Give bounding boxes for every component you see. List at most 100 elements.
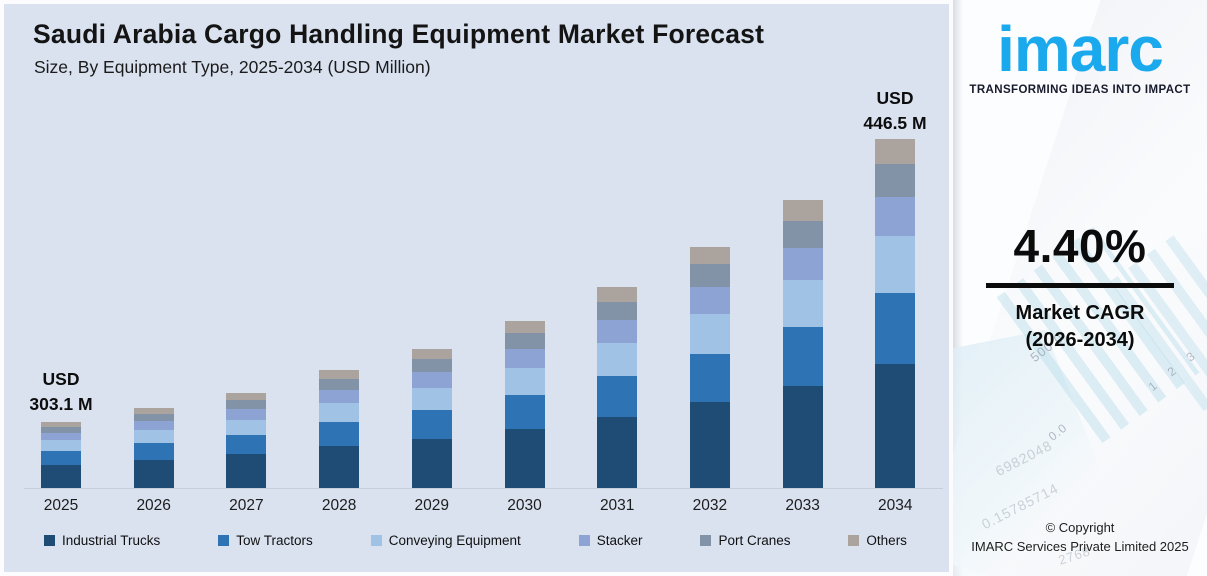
legend-label-tow-tractors: Tow Tractors: [236, 532, 313, 548]
bar-segment-conveying-equipment-2025: [41, 440, 81, 452]
bar-segment-industrial-trucks-2030: [504, 428, 545, 488]
x-axis-label-2034: 2034: [878, 497, 913, 514]
chart-section: Saudi Arabia Cargo Handling Equipment Ma…: [0, 0, 953, 576]
legend-swatch-tow-tractors: [218, 534, 230, 546]
legend-label-others: Others: [866, 532, 907, 548]
watermark-number: 6982048: [992, 436, 1055, 480]
legend-label-conveying-equipment: Conveying Equipment: [388, 532, 521, 548]
bar-segment-tow-tractors-2026: [133, 443, 174, 460]
bar-segment-port-cranes-2030: [504, 333, 545, 349]
legend-label-industrial-trucks: Industrial Trucks: [62, 532, 161, 548]
bar-segment-conveying-equipment-2026: [133, 430, 174, 444]
imarc-logo: imarc TRANSFORMING IDEAS INTO IMPACT: [953, 15, 1207, 97]
legend-swatch-conveying-equipment: [370, 534, 382, 546]
bar-segment-stacker-2033: [782, 247, 823, 281]
value-label-2034: USD 446.5 M: [825, 86, 965, 137]
bar-segment-port-cranes-2029: [411, 359, 452, 373]
imarc-logo-tagline: TRANSFORMING IDEAS INTO IMPACT: [969, 84, 1191, 97]
bar-segment-tow-tractors-2028: [319, 422, 360, 447]
bar-segment-conveying-equipment-2027: [226, 419, 267, 435]
bar-segment-industrial-trucks-2026: [133, 459, 174, 488]
x-axis-label-2032: 2032: [692, 497, 728, 514]
copyright-line2: IMARC Services Private Limited 2025: [971, 539, 1189, 555]
x-axis-baseline: [24, 488, 943, 489]
x-axis-label-2033: 2033: [785, 497, 820, 514]
bar-segment-port-cranes-2026: [133, 413, 174, 422]
bar-segment-conveying-equipment-2030: [504, 367, 545, 395]
brand-panel: 500.0 0.0 1 2 3 4 6982048 0.15785714 276…: [953, 0, 1207, 576]
legend-item-others: Others: [848, 533, 907, 548]
value-label-2025: USD 303.1 M: [0, 367, 131, 418]
bar-segment-conveying-equipment-2033: [782, 280, 823, 328]
x-axis-label-2026: 2026: [136, 497, 171, 514]
stacked-bar-2033: [782, 200, 823, 488]
bar-segment-others-2027: [226, 393, 267, 400]
bar-segment-stacker-2030: [504, 348, 545, 368]
stacked-bar-2034: [875, 139, 916, 488]
stacked-bar-2028: [319, 370, 360, 488]
value-label-2025-amount: 303.1 M: [29, 394, 93, 415]
legend-item-conveying-equipment: Conveying Equipment: [370, 532, 521, 548]
cagr-block: 4.40% Market CAGR (2026-2034): [953, 219, 1207, 354]
bar-segment-port-cranes-2028: [319, 378, 360, 390]
chart-legend: Industrial Trucks Tow Tractors Conveying E…: [44, 529, 907, 551]
bar-segment-port-cranes-2033: [782, 220, 823, 248]
cagr-divider: [986, 283, 1174, 288]
bar-segment-port-cranes-2034: [875, 164, 916, 197]
bar-segment-conveying-equipment-2031: [597, 343, 638, 376]
legend-label-port-cranes: Port Cranes: [718, 532, 791, 548]
legend-swatch-port-cranes: [700, 534, 712, 546]
bar-segment-conveying-equipment-2029: [411, 387, 452, 411]
bar-segment-stacker-2032: [689, 287, 730, 315]
legend-item-tow-tractors: Tow Tractors: [218, 533, 313, 548]
cagr-label: Market CAGR (2026-2034): [953, 300, 1207, 354]
stacked-bar-2030: [504, 321, 545, 488]
bar-segment-industrial-trucks-2033: [782, 385, 823, 488]
bar-segment-tow-tractors-2030: [504, 394, 545, 429]
bar-segment-conveying-equipment-2032: [689, 314, 730, 354]
bar-segment-conveying-equipment-2034: [875, 236, 916, 294]
copyright-line1: © Copyright: [1045, 520, 1115, 536]
stacked-bar-2029: [411, 349, 452, 488]
legend-swatch-industrial-trucks: [44, 534, 55, 546]
bar-segment-others-2032: [689, 247, 730, 265]
bar-segment-others-2026: [133, 408, 174, 414]
bar-segment-tow-tractors-2027: [226, 435, 267, 455]
cagr-label-line1: Market CAGR: [1015, 302, 1145, 324]
legend-item-stacker: Stacker: [578, 532, 643, 548]
cagr-value: 4.40%: [1013, 220, 1147, 272]
bar-segment-industrial-trucks-2027: [226, 454, 267, 488]
page-title: Saudi Arabia Cargo Handling Equipment Ma…: [33, 19, 765, 49]
bar-segment-others-2029: [411, 349, 452, 360]
legend-label-stacker: Stacker: [596, 532, 643, 548]
cagr-label-line2: (2026-2034): [1025, 329, 1135, 351]
bar-segment-others-2028: [319, 370, 360, 379]
page-subtitle: Size, By Equipment Type, 2025-2034 (USD …: [34, 57, 431, 77]
stacked-bar-2026: [133, 408, 174, 488]
bar-segment-industrial-trucks-2028: [319, 446, 360, 488]
bar-segment-port-cranes-2032: [689, 264, 730, 288]
bar-segment-port-cranes-2025: [41, 426, 81, 433]
bar-segment-stacker-2025: [41, 432, 81, 441]
bar-segment-stacker-2026: [133, 421, 174, 431]
value-label-2034-amount: 446.5 M: [863, 113, 927, 134]
x-axis-label-2028: 2028: [321, 497, 357, 514]
bar-segment-stacker-2028: [319, 389, 360, 403]
bar-segment-tow-tractors-2032: [689, 353, 730, 403]
plot-area: USD 303.1 M USD 446.5 M 2025 2026 2027 2028…: [0, 88, 943, 514]
stacked-bar-2031: [597, 287, 638, 488]
bar-segment-industrial-trucks-2025: [41, 464, 81, 488]
value-label-2025-currency: USD: [42, 369, 80, 389]
legend-swatch-stacker: [578, 534, 590, 546]
bar-segment-stacker-2029: [411, 372, 452, 388]
bar-segment-port-cranes-2031: [597, 301, 638, 321]
x-axis-label-2029: 2029: [414, 497, 450, 514]
bar-segment-port-cranes-2027: [226, 399, 267, 409]
legend-swatch-others: [848, 534, 860, 546]
bar-segment-industrial-trucks-2031: [597, 416, 638, 488]
stacked-bar-2025: [41, 422, 81, 488]
bar-segment-others-2025: [41, 422, 81, 427]
bar-segment-tow-tractors-2025: [41, 451, 81, 465]
bar-segment-others-2030: [504, 321, 545, 334]
stacked-bar-2027: [226, 393, 267, 488]
